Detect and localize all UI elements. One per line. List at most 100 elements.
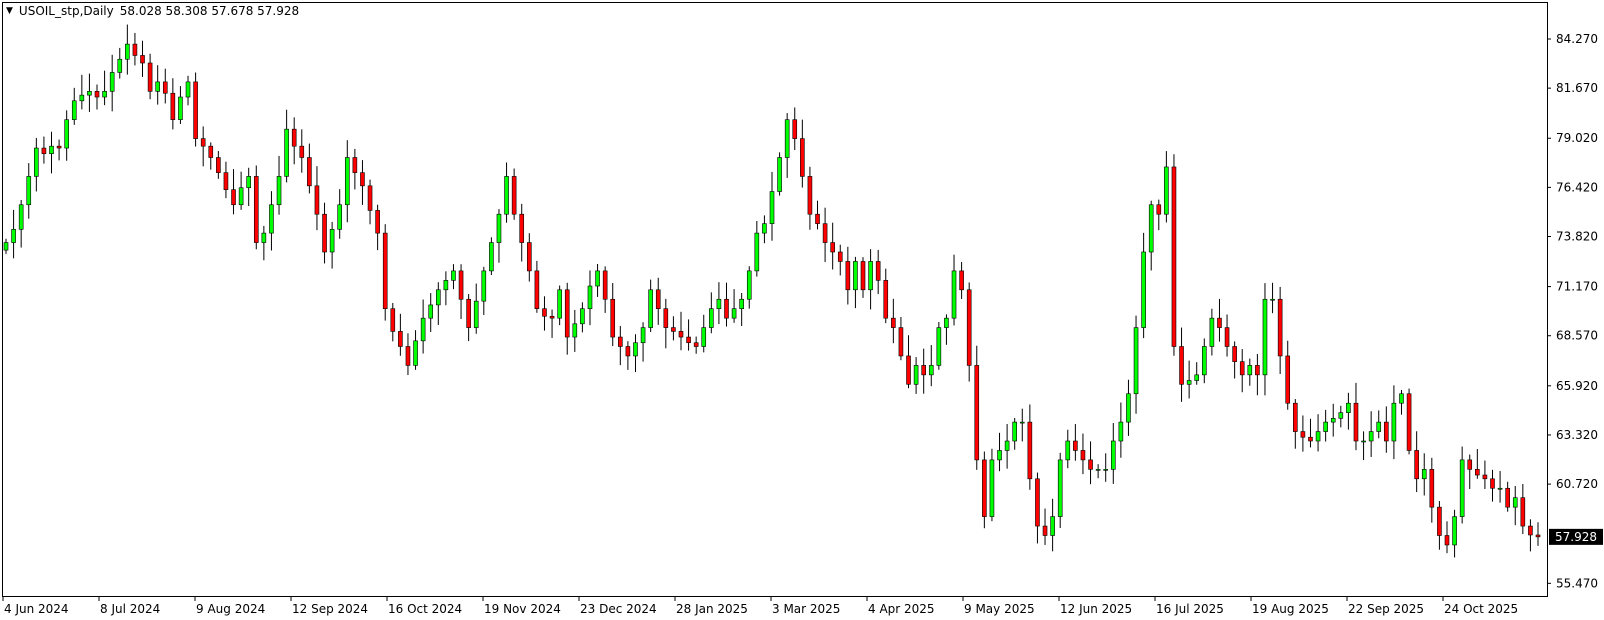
bull-candle bbox=[709, 308, 714, 328]
bear-candle bbox=[610, 298, 616, 338]
bear-candle bbox=[1179, 346, 1184, 385]
bear-candle bbox=[1535, 534, 1541, 538]
bull-candle bbox=[1186, 380, 1192, 385]
bear-candle bbox=[314, 185, 320, 215]
bull-candle bbox=[34, 147, 39, 177]
bull-candle bbox=[777, 157, 782, 192]
bull-candle bbox=[1012, 421, 1017, 442]
bear-candle bbox=[959, 270, 964, 291]
bull-candle bbox=[633, 342, 638, 357]
bull-candle bbox=[413, 340, 418, 366]
date-tick-label: 9 May 2025 bbox=[964, 602, 1035, 616]
bear-candle bbox=[830, 242, 835, 253]
bull-candle bbox=[269, 204, 274, 234]
price-tick-label: 73.820 bbox=[1556, 230, 1598, 244]
bear-candle bbox=[1437, 506, 1442, 536]
bull-candle bbox=[337, 204, 343, 230]
bear-candle bbox=[1293, 402, 1298, 432]
bull-candle bbox=[1133, 327, 1139, 395]
bear-candle bbox=[966, 289, 972, 366]
bull-candle bbox=[951, 270, 957, 319]
bull-candle bbox=[587, 285, 593, 310]
bull-candle bbox=[451, 270, 456, 281]
symbol-label: USOIL_stp,Daily bbox=[18, 4, 114, 18]
bull-candle bbox=[79, 94, 85, 102]
bull-candle bbox=[109, 72, 115, 92]
bear-candle bbox=[686, 336, 691, 344]
bull-candle bbox=[1209, 317, 1215, 347]
bear-candle bbox=[564, 289, 570, 338]
bear-candle bbox=[898, 327, 904, 357]
bull-candle bbox=[155, 81, 160, 92]
date-tick-label: 9 Aug 2024 bbox=[196, 602, 265, 616]
bear-candle bbox=[231, 189, 236, 206]
bull-candle bbox=[1141, 251, 1146, 328]
bull-candle bbox=[87, 91, 92, 96]
date-tick-label: 19 Aug 2025 bbox=[1252, 602, 1329, 616]
date-tick-label: 23 Dec 2024 bbox=[580, 602, 657, 616]
bear-candle bbox=[906, 355, 911, 385]
bear-candle bbox=[724, 298, 729, 319]
bull-candle bbox=[1376, 421, 1382, 432]
price-tick-label: 63.320 bbox=[1556, 428, 1598, 442]
bull-candle bbox=[1262, 298, 1268, 376]
bear-candle bbox=[299, 145, 305, 158]
bull-candle bbox=[739, 298, 744, 310]
bear-candle bbox=[1482, 474, 1488, 480]
date-tick-label: 24 Oct 2025 bbox=[1444, 602, 1518, 616]
bull-candle bbox=[1148, 204, 1154, 253]
bear-candle bbox=[602, 270, 608, 300]
date-tick-label: 22 Sep 2025 bbox=[1348, 602, 1424, 616]
bear-candle bbox=[322, 213, 327, 253]
bear-candle bbox=[1467, 459, 1473, 470]
bull-candle bbox=[117, 58, 123, 73]
bull-candle bbox=[1057, 459, 1063, 517]
bear-candle bbox=[1353, 402, 1359, 442]
bear-candle bbox=[1384, 421, 1389, 442]
bear-candle bbox=[1406, 393, 1412, 451]
bull-candle bbox=[329, 229, 335, 253]
bull-candle bbox=[1270, 298, 1275, 301]
bear-candle bbox=[223, 172, 229, 190]
bear-candle bbox=[678, 331, 684, 338]
bull-candle bbox=[936, 327, 942, 366]
bear-candle bbox=[549, 315, 555, 319]
bull-candle bbox=[1391, 402, 1397, 442]
triangle-down-icon[interactable]: ▼ bbox=[6, 6, 13, 16]
bear-candle bbox=[307, 157, 312, 187]
price-tick-label: 81.670 bbox=[1556, 81, 1598, 95]
bear-candle bbox=[1277, 298, 1283, 357]
bull-candle bbox=[1095, 469, 1101, 471]
bull-candle bbox=[1323, 421, 1328, 432]
bull-candle bbox=[1118, 421, 1124, 442]
bear-candle bbox=[1171, 166, 1177, 347]
candles bbox=[3, 24, 1541, 558]
date-tick-label: 16 Jul 2025 bbox=[1156, 602, 1224, 616]
bear-candle bbox=[519, 213, 525, 243]
bull-candle bbox=[1019, 421, 1025, 424]
bull-candle bbox=[701, 327, 707, 347]
bull-candle bbox=[420, 317, 426, 342]
bear-candle bbox=[162, 81, 168, 94]
bull-candle bbox=[435, 289, 441, 306]
bull-candle bbox=[731, 308, 737, 319]
bear-candle bbox=[527, 242, 532, 272]
bear-candle bbox=[883, 280, 889, 319]
bull-candle bbox=[185, 81, 191, 98]
bull-candle bbox=[102, 91, 107, 98]
bear-candle bbox=[663, 308, 669, 328]
bear-candle bbox=[390, 308, 396, 332]
bear-candle bbox=[1080, 450, 1086, 461]
bear-candle bbox=[792, 119, 798, 139]
bull-candle bbox=[276, 176, 282, 206]
bull-candle bbox=[648, 289, 653, 328]
chart-header: ▼ USOIL_stp,Daily 58.028 58.308 57.678 5… bbox=[6, 4, 299, 18]
bull-candle bbox=[754, 232, 760, 272]
bull-candle bbox=[428, 304, 434, 319]
price-tick-label: 71.170 bbox=[1556, 280, 1598, 294]
bull-candle bbox=[1497, 487, 1503, 490]
bear-candle bbox=[291, 128, 297, 147]
bear-candle bbox=[1429, 469, 1435, 508]
bear-candle bbox=[511, 176, 517, 215]
bear-candle bbox=[1035, 478, 1040, 527]
